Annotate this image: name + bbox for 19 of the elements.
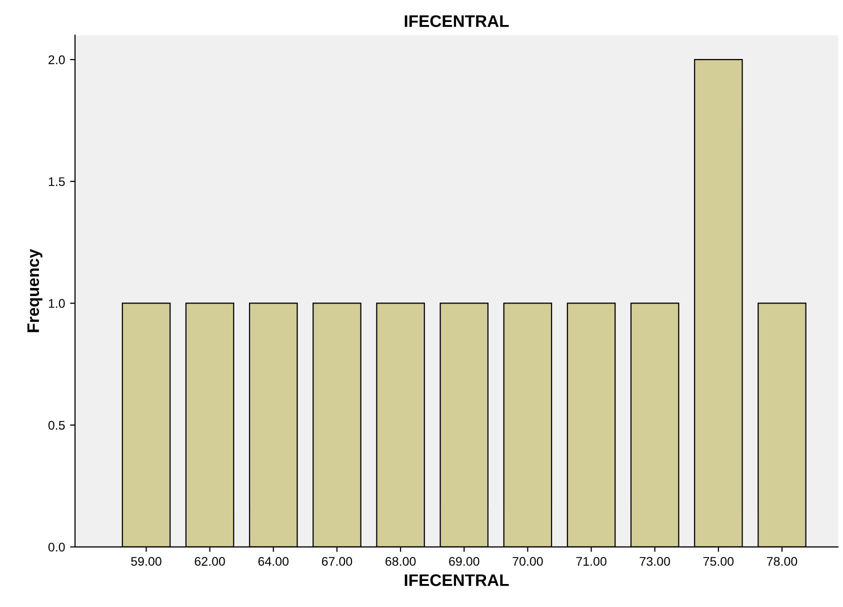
x-tick-label: 73.00 [640,556,670,566]
x-tick-label: 59.00 [131,556,162,566]
y-axis-title: Frequency [27,249,42,332]
x-tick-label: 71.00 [576,556,606,566]
x-tick-label: 70.00 [512,556,543,566]
x-tick-label: 64.00 [258,556,289,566]
x-axis-title: IFECENTRAL [404,574,509,586]
y-tick-label: 0.5 [48,420,65,430]
y-tick-label: 1.5 [48,177,65,186]
chart-title: IFECENTRAL [404,15,509,28]
x-tick-label: 67.00 [322,556,352,566]
x-tick-label: 68.00 [386,556,416,566]
x-tick-label: 75.00 [703,556,734,566]
y-tick-label: 2.0 [48,55,65,64]
x-tick-label: 62.00 [194,556,225,566]
x-tick-label: 78.00 [766,556,798,566]
x-tick-label: 69.00 [449,556,480,566]
y-tick-label: 1.0 [48,299,65,308]
y-tick-label: 0.0 [48,542,65,552]
